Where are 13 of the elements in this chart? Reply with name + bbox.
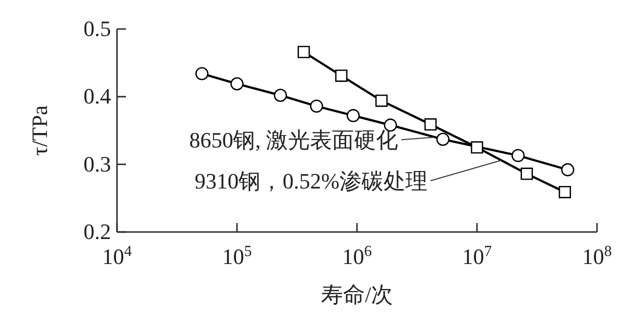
y-tick-label: 0.2 bbox=[84, 219, 111, 244]
x-tick-label: 10$^{7}$ bbox=[462, 242, 492, 269]
x-axis-title: 寿命/次 bbox=[320, 282, 394, 307]
x-tick-label: 10$^{4}$ bbox=[102, 242, 132, 269]
y-tick-label: 0.4 bbox=[84, 84, 111, 109]
annotation: 8650钢, 激光表面硬化 bbox=[189, 127, 398, 152]
annotation: 9310钢，0.52%渗碳处理 bbox=[194, 168, 428, 194]
y-tick-label: 0.3 bbox=[84, 151, 111, 176]
x-tick-label: 10$^{8}$ bbox=[582, 242, 612, 269]
x-tick-label: 10$^{5}$ bbox=[222, 242, 252, 269]
y-axis-title: τ/TPa bbox=[27, 105, 52, 156]
y-tick-label: 0.5 bbox=[84, 16, 111, 42]
x-tick-label: 10$^{6}$ bbox=[342, 242, 372, 269]
